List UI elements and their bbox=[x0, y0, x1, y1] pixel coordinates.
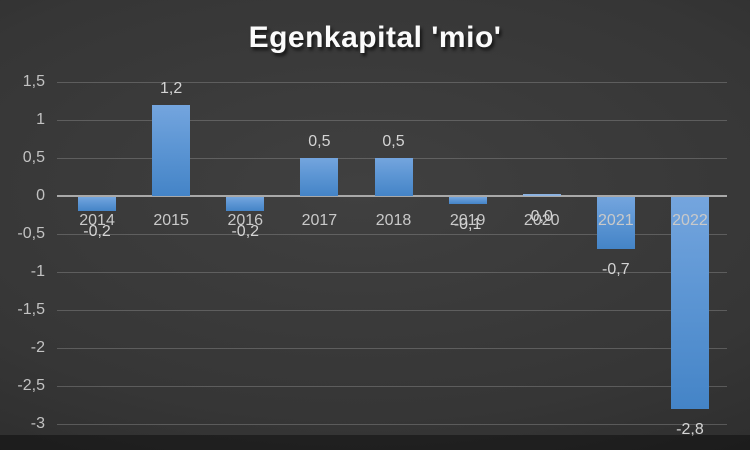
bar-2016[interactable] bbox=[226, 197, 265, 212]
x-axis-category-label: 2014 bbox=[79, 212, 115, 229]
y-axis-tick-label: 0 bbox=[36, 187, 45, 204]
y-axis-tick-label: -2 bbox=[30, 339, 45, 356]
data-label-2017: 0,5 bbox=[308, 133, 331, 150]
x-axis-category-label: 2018 bbox=[375, 212, 412, 229]
y-axis-tick-label: 0,5 bbox=[22, 149, 45, 166]
gridline bbox=[57, 424, 727, 425]
gridline bbox=[57, 386, 727, 387]
data-label-2019: -0,1 bbox=[453, 215, 482, 233]
gridline bbox=[57, 120, 727, 121]
y-axis-tick-label: -0,5 bbox=[17, 225, 45, 242]
bar-2019[interactable] bbox=[448, 197, 487, 204]
x-axis-category-label: 2016 bbox=[227, 212, 264, 229]
x-axis-category-label: 2022 bbox=[672, 212, 708, 229]
gridline bbox=[57, 272, 727, 273]
gridline bbox=[57, 82, 727, 83]
gridline bbox=[57, 310, 727, 311]
data-label-2016: -0,2 bbox=[231, 223, 260, 241]
y-axis-tick-label: -3 bbox=[30, 415, 45, 432]
x-axis-category-label: 2015 bbox=[153, 212, 189, 229]
data-label-2022: -2,8 bbox=[676, 420, 704, 438]
bar-2018[interactable] bbox=[374, 158, 413, 196]
y-axis-tick-label: 1,5 bbox=[22, 73, 45, 90]
y-axis-tick-label: -1 bbox=[30, 263, 45, 280]
bottom-strip bbox=[0, 435, 750, 450]
bar-2021[interactable] bbox=[596, 197, 635, 250]
bar-2020[interactable] bbox=[522, 193, 561, 196]
bar-2022[interactable] bbox=[670, 197, 709, 409]
gridline bbox=[57, 234, 727, 235]
chart-title: Egenkapital 'mio' bbox=[248, 21, 502, 54]
bar-2017[interactable] bbox=[300, 158, 339, 196]
x-axis-category-label: 2021 bbox=[598, 212, 634, 229]
data-label-2014: -0,2 bbox=[83, 223, 111, 241]
x-axis-category-label: 2019 bbox=[449, 212, 486, 229]
data-label-2018: 0,5 bbox=[382, 133, 405, 150]
bar-2015[interactable] bbox=[152, 104, 191, 196]
data-label-2020: 0,0 bbox=[530, 208, 553, 225]
y-axis-tick-label: 1 bbox=[36, 111, 45, 128]
data-label-2015: 1,2 bbox=[160, 79, 183, 97]
y-axis-tick-label: -1,5 bbox=[17, 301, 45, 318]
x-axis-line bbox=[57, 195, 727, 197]
x-axis-category-label: 2020 bbox=[523, 212, 560, 229]
data-label-2021: -0,7 bbox=[602, 261, 630, 279]
gridline bbox=[57, 348, 727, 349]
bar-2014[interactable] bbox=[78, 197, 117, 212]
x-axis-category-label: 2017 bbox=[301, 212, 338, 229]
y-axis-tick-label: -2,5 bbox=[17, 377, 45, 394]
